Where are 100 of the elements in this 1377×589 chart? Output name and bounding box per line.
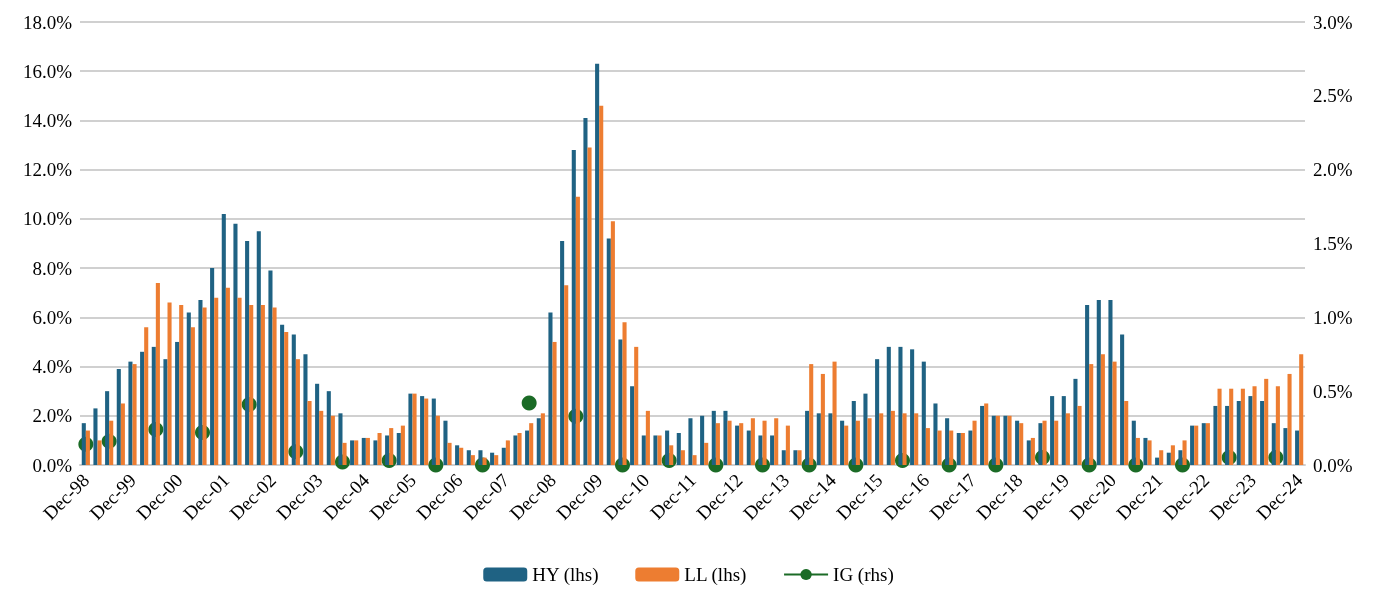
bar	[268, 270, 273, 465]
bar	[855, 420, 860, 465]
bar	[665, 430, 670, 465]
bar	[284, 332, 289, 465]
bar	[1264, 378, 1269, 465]
bar	[1108, 300, 1113, 465]
bar	[221, 213, 226, 465]
bar	[249, 305, 254, 465]
bar	[443, 420, 448, 465]
y2-tick-label: 2.5%	[1313, 85, 1353, 107]
bar	[1182, 440, 1187, 465]
bar	[750, 418, 755, 465]
bar	[886, 346, 891, 465]
bar	[1120, 334, 1125, 465]
bar	[1295, 430, 1300, 465]
bar	[1252, 386, 1257, 465]
bar	[319, 410, 324, 465]
bar	[844, 425, 849, 465]
bar	[851, 401, 856, 465]
bar	[210, 268, 215, 465]
bar	[455, 445, 460, 465]
bar	[937, 430, 942, 465]
bar	[898, 346, 903, 465]
bar	[781, 450, 786, 465]
bar	[1283, 428, 1288, 465]
bar	[482, 457, 487, 465]
bar	[1042, 420, 1047, 465]
bar	[175, 341, 180, 465]
bar	[1299, 354, 1304, 465]
y-tick-label: 2.0%	[32, 405, 73, 427]
bar	[109, 420, 114, 465]
bar	[1135, 437, 1140, 465]
bar	[529, 423, 534, 465]
bar	[470, 455, 475, 465]
bar	[1190, 425, 1195, 465]
bar	[587, 147, 592, 465]
bar	[97, 440, 102, 465]
bar	[1065, 413, 1070, 465]
bar	[233, 223, 238, 465]
bar	[1201, 423, 1206, 465]
bar	[513, 435, 518, 465]
bar	[960, 433, 965, 465]
bar	[400, 425, 405, 465]
bar	[910, 349, 915, 465]
bar	[342, 442, 347, 465]
bar	[377, 433, 382, 465]
bar	[120, 403, 125, 465]
bar	[540, 413, 545, 465]
bar	[991, 415, 996, 465]
bar	[330, 415, 335, 465]
bar	[256, 231, 261, 465]
legend-label: IG (rhs)	[833, 564, 894, 586]
bar	[315, 383, 320, 465]
y2-tick-label: 0.0%	[1313, 454, 1353, 476]
bar	[151, 346, 156, 465]
bar	[595, 63, 600, 465]
bar	[816, 413, 821, 465]
bar	[902, 413, 907, 465]
bar	[478, 450, 483, 465]
bar	[548, 312, 553, 465]
bar	[272, 307, 277, 465]
bar	[700, 415, 705, 465]
bar	[1003, 415, 1008, 465]
bar	[424, 398, 429, 465]
y-tick-label: 16.0%	[22, 60, 73, 82]
bar	[144, 327, 149, 465]
bar	[704, 442, 709, 465]
bar	[1030, 437, 1035, 465]
bar	[163, 359, 168, 465]
bar	[676, 433, 681, 465]
bar	[536, 418, 541, 465]
bar	[840, 420, 845, 465]
bar	[890, 410, 895, 465]
bar	[81, 423, 86, 465]
bar	[980, 405, 985, 465]
bar	[155, 282, 160, 465]
y2-tick-label: 3.0%	[1313, 11, 1353, 33]
bar	[420, 396, 425, 465]
y-tick-label: 8.0%	[32, 257, 73, 279]
bar	[1100, 354, 1105, 465]
bar	[490, 452, 495, 465]
bar	[447, 442, 452, 465]
bar	[793, 450, 798, 465]
bar	[762, 420, 767, 465]
bar	[1248, 396, 1253, 465]
y-tick-label: 4.0%	[32, 356, 73, 378]
bar	[385, 435, 390, 465]
bar	[711, 410, 716, 465]
bar	[1159, 450, 1164, 465]
bar	[1050, 396, 1055, 465]
bar	[583, 117, 588, 465]
bar	[921, 361, 926, 465]
bar	[295, 359, 300, 465]
bar	[1085, 305, 1090, 465]
bar	[1217, 388, 1222, 465]
bar	[805, 410, 810, 465]
y2-tick-label: 1.5%	[1313, 233, 1353, 254]
y2-tick-label: 1.0%	[1313, 306, 1353, 328]
bar	[1236, 401, 1241, 465]
bar	[408, 393, 413, 465]
